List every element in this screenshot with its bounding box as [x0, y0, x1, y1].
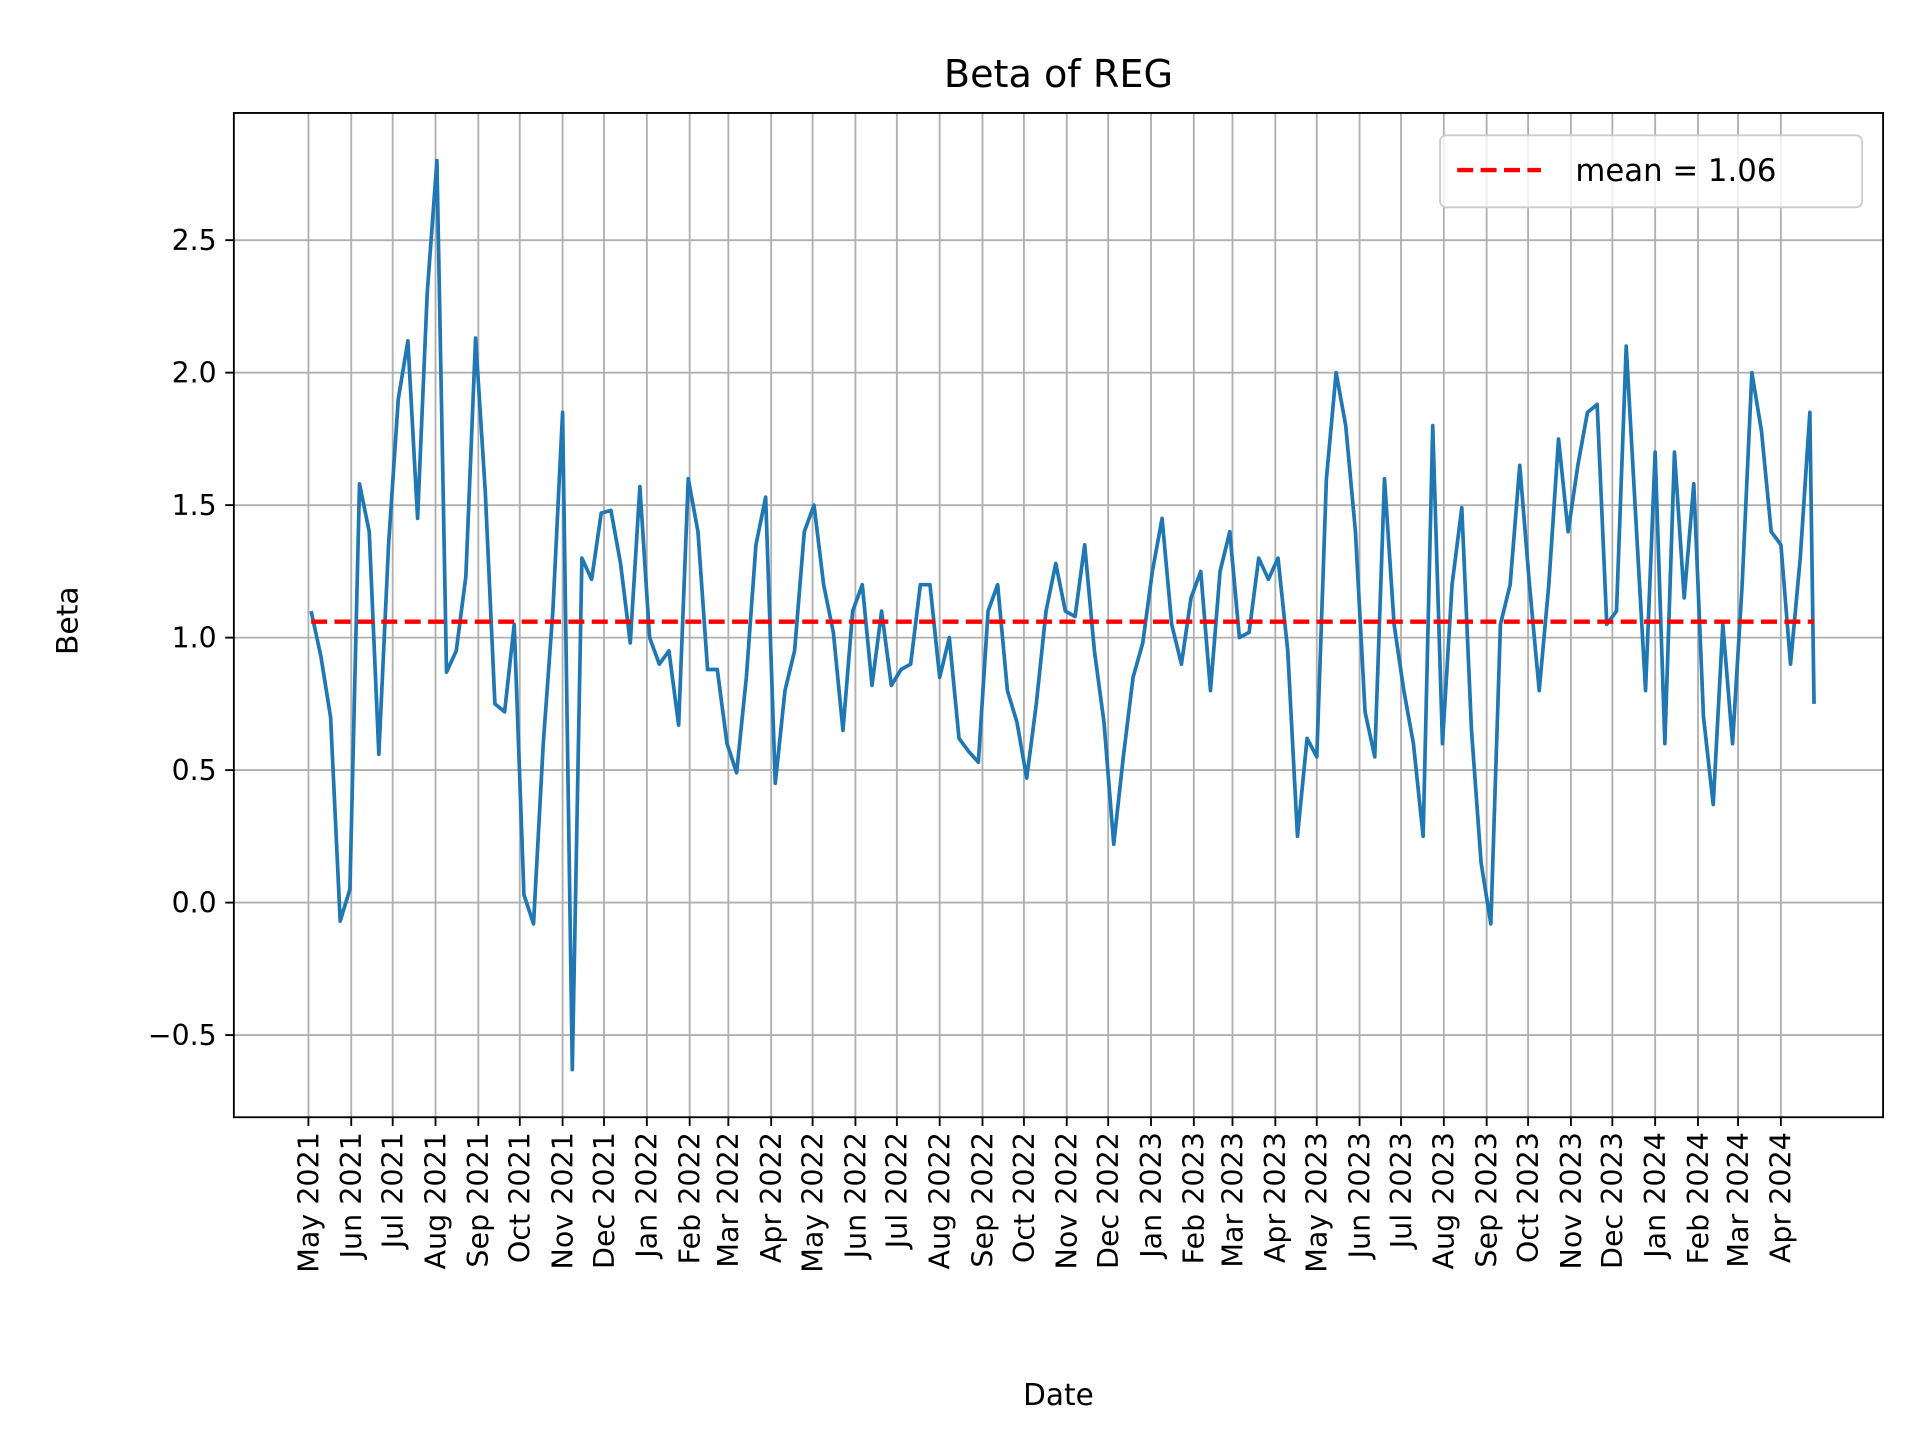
grid-lines — [233, 112, 1884, 1118]
y-axis-label: Beta — [50, 586, 85, 655]
x-tick-label: Nov 2021 — [547, 1132, 580, 1269]
x-tick-label: Mar 2024 — [1722, 1132, 1755, 1267]
x-tick-label: Jan 2023 — [1135, 1132, 1168, 1260]
x-tick-label: Jul 2021 — [377, 1132, 410, 1250]
y-axis-ticks: −0.5 0.0 0.5 1.0 1.5 2.0 2.5 — [148, 224, 234, 1052]
x-tick-label: May 2023 — [1301, 1132, 1334, 1273]
x-tick-label: Feb 2022 — [674, 1132, 707, 1264]
x-tick-label: Jun 2023 — [1344, 1132, 1377, 1260]
x-tick-label: Jun 2022 — [839, 1132, 872, 1260]
y-tick-label: 1.5 — [172, 489, 217, 522]
x-tick-label: Sep 2023 — [1471, 1132, 1504, 1267]
legend-mean-label: mean = 1.06 — [1575, 153, 1776, 189]
x-tick-label: Jan 2022 — [631, 1132, 664, 1260]
x-axis-ticks: May 2021 Jun 2021 Jul 2021 Aug 2021 Sep 2021… — [292, 1117, 1798, 1273]
x-tick-label: Dec 2021 — [588, 1132, 621, 1269]
chart-title: Beta of REG — [944, 52, 1173, 97]
x-tick-label: Aug 2022 — [924, 1132, 957, 1269]
y-tick-label: 0.0 — [172, 886, 217, 919]
x-tick-label: Jul 2023 — [1385, 1132, 1418, 1250]
x-tick-label: Feb 2024 — [1682, 1132, 1715, 1264]
x-tick-label: Mar 2023 — [1216, 1132, 1249, 1267]
x-tick-label: Nov 2022 — [1051, 1132, 1084, 1269]
x-tick-label: Dec 2022 — [1092, 1132, 1125, 1269]
x-tick-label: Apr 2022 — [755, 1132, 788, 1263]
y-tick-label: 0.5 — [172, 754, 217, 787]
x-tick-label: Jun 2021 — [335, 1132, 368, 1260]
x-tick-label: Apr 2024 — [1765, 1132, 1798, 1263]
x-axis-label: Date — [1023, 1377, 1094, 1412]
beta-series-line — [309, 158, 1816, 1072]
x-tick-label: Oct 2022 — [1008, 1132, 1041, 1263]
x-tick-label: Mar 2022 — [712, 1132, 745, 1267]
legend-box — [1439, 134, 1864, 209]
y-tick-label: 2.5 — [172, 224, 217, 257]
x-tick-label: Oct 2021 — [504, 1132, 537, 1263]
x-tick-label: Feb 2023 — [1178, 1132, 1211, 1264]
plot-frame — [232, 112, 1884, 1119]
x-tick-label: Oct 2023 — [1512, 1132, 1545, 1263]
x-tick-label: Sep 2021 — [462, 1132, 495, 1267]
x-tick-label: Aug 2021 — [419, 1132, 452, 1269]
x-tick-label: Dec 2023 — [1596, 1132, 1629, 1269]
y-tick-label: −0.5 — [148, 1019, 217, 1052]
y-tick-label: 1.0 — [172, 621, 217, 654]
x-tick-label: Sep 2022 — [966, 1132, 999, 1267]
x-tick-label: May 2021 — [292, 1132, 325, 1273]
y-tick-label: 2.0 — [172, 356, 217, 389]
series-layer — [309, 158, 1816, 1072]
x-tick-label: Apr 2023 — [1259, 1132, 1292, 1263]
legend: mean = 1.06 — [1439, 134, 1864, 209]
x-tick-label: Jul 2022 — [881, 1132, 914, 1250]
x-tick-label: Nov 2023 — [1555, 1132, 1588, 1269]
x-tick-label: Aug 2023 — [1428, 1132, 1461, 1269]
x-tick-label: May 2022 — [797, 1132, 830, 1273]
x-tick-label: Jan 2024 — [1639, 1132, 1672, 1260]
